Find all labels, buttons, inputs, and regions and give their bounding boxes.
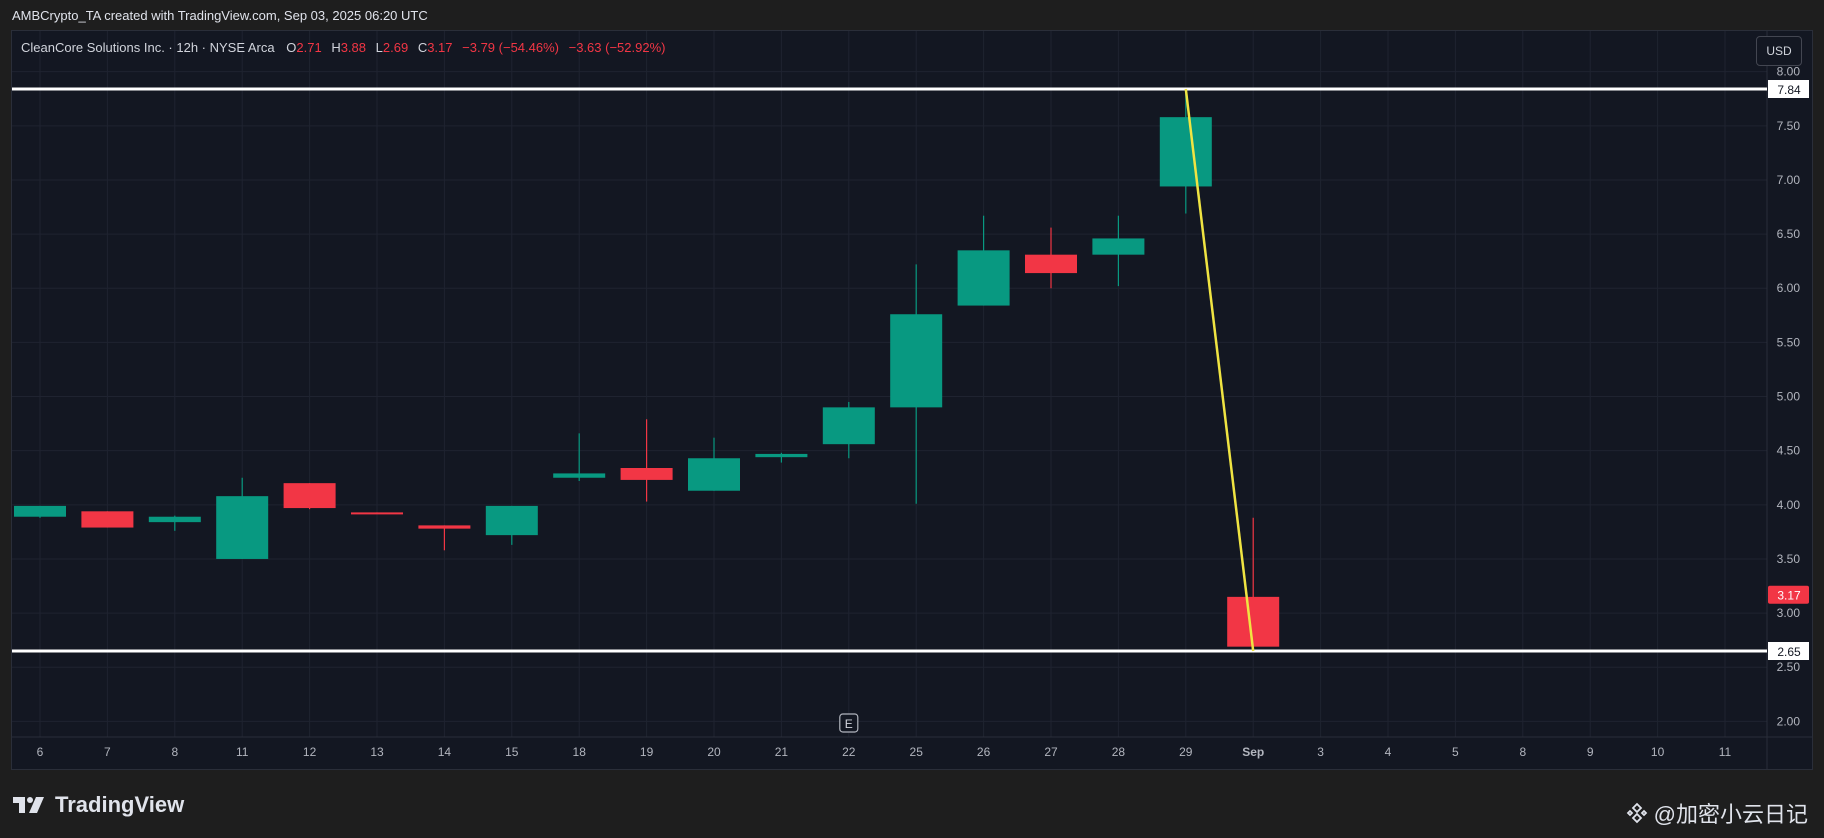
symbol-legend: CleanCore Solutions Inc. · 12h · NYSE Ar… xyxy=(21,40,665,55)
binance-logo-icon xyxy=(1626,802,1647,824)
time-tick-label: 9 xyxy=(1587,745,1594,759)
time-tick-label: Sep xyxy=(1242,745,1264,759)
high-label: H xyxy=(331,40,341,55)
candle-up xyxy=(14,505,66,517)
source-watermark: @加密小云日记 xyxy=(1626,797,1808,829)
low-value: 2.69 xyxy=(382,40,409,55)
close-label: C xyxy=(417,40,428,55)
tradingview-logo[interactable]: TradingView xyxy=(13,792,184,818)
time-tick-label: 18 xyxy=(573,745,587,759)
time-tick-label: 10 xyxy=(1651,745,1665,759)
candle-down xyxy=(1025,254,1077,274)
time-tick-label: 19 xyxy=(640,745,654,759)
low-label: L xyxy=(375,40,383,55)
high-value: 3.88 xyxy=(340,40,367,55)
last-price-label: 3.17 xyxy=(1777,589,1801,603)
price-tick-label: 6.00 xyxy=(1777,281,1801,295)
change-value-2: −3.63 (−52.92%) xyxy=(568,40,666,55)
candle-up xyxy=(1159,117,1212,187)
candle-down xyxy=(620,467,673,480)
close-value: 3.17 xyxy=(427,40,453,55)
candle-down xyxy=(81,511,134,528)
time-tick-label: 4 xyxy=(1385,745,1392,759)
change-value: −3.79 (−54.46%) xyxy=(462,40,559,55)
time-tick-label: 15 xyxy=(505,745,519,759)
time-tick-label: 26 xyxy=(977,745,991,759)
candle-up xyxy=(148,516,201,523)
candle-down xyxy=(283,483,336,509)
price-tick-label: 4.50 xyxy=(1777,444,1801,458)
time-tick-label: 7 xyxy=(104,745,111,759)
price-tick-label: 7.50 xyxy=(1777,119,1801,133)
time-tick-label: 8 xyxy=(171,745,178,759)
time-tick-label: 29 xyxy=(1179,745,1193,759)
price-tick-label: 6.50 xyxy=(1777,227,1801,241)
price-tick-label: 5.00 xyxy=(1777,390,1801,404)
time-tick-label: 14 xyxy=(438,745,452,759)
time-tick-label: 22 xyxy=(842,745,856,759)
time-tick-label: 11 xyxy=(236,745,249,759)
time-tick-label: 12 xyxy=(303,745,317,759)
candle-up xyxy=(890,314,943,408)
price-tick-label: 8.00 xyxy=(1777,65,1801,79)
last-price-tag xyxy=(1768,585,1809,604)
time-tick-label: 6 xyxy=(37,745,44,759)
price-tick-label: 2.00 xyxy=(1777,714,1801,728)
price-tick-label: 3.50 xyxy=(1777,552,1801,566)
price-tick-label: 3.00 xyxy=(1777,606,1801,620)
price-level-tag xyxy=(1768,80,1809,98)
price-tick-label: 4.00 xyxy=(1777,498,1801,512)
trend-line xyxy=(1184,88,1255,652)
time-tick-label: 13 xyxy=(370,745,384,759)
candle-up xyxy=(957,250,1010,306)
candle-up xyxy=(755,453,808,458)
tradingview-logo-icon xyxy=(13,797,44,813)
price-level-tag xyxy=(1768,642,1809,660)
candle-up xyxy=(553,473,606,478)
candle-up xyxy=(822,407,875,445)
candle-up xyxy=(485,505,538,536)
price-level-label: 2.65 xyxy=(1777,645,1801,659)
tradingview-logo-text: TradingView xyxy=(55,792,185,817)
candle-up xyxy=(688,458,740,491)
candle-up xyxy=(216,496,269,559)
time-tick-label: 3 xyxy=(1317,745,1324,759)
price-tick-label: 2.50 xyxy=(1777,660,1801,674)
time-tick-label: 11 xyxy=(1719,745,1732,759)
candle-down xyxy=(1227,596,1280,647)
time-tick-label: 28 xyxy=(1112,745,1126,759)
price-tick-label: 7.00 xyxy=(1777,173,1801,187)
time-tick-label: 5 xyxy=(1452,745,1459,759)
time-tick-label: 27 xyxy=(1044,745,1058,759)
candlestick-chart[interactable]: 7.84 2.65 2.00 2.50 3.00 3.50 4.00 4.50 5.00 5.50… xyxy=(12,31,1812,769)
time-tick-label: 21 xyxy=(775,745,789,759)
candle-down xyxy=(351,512,403,515)
created-by-line: AMBCrypto_TA created with TradingView.co… xyxy=(12,8,428,23)
time-tick-label: 8 xyxy=(1519,745,1526,759)
watermark-text: @加密小云日记 xyxy=(1653,802,1808,827)
chart-panel[interactable]: 7.84 2.65 2.00 2.50 3.00 3.50 4.00 4.50 5.00 5.50… xyxy=(11,30,1813,770)
earnings-event-label: E xyxy=(845,717,853,731)
open-value: 2.71 xyxy=(296,40,322,55)
time-tick-label: 25 xyxy=(910,745,924,759)
symbol-name: CleanCore Solutions Inc. · 12h · NYSE Ar… xyxy=(21,40,275,55)
open-label: O xyxy=(286,40,297,55)
price-level-label: 7.84 xyxy=(1777,83,1801,97)
price-tick-label: 5.50 xyxy=(1777,335,1801,349)
earnings-event-marker xyxy=(839,713,859,733)
currency-button[interactable]: USD xyxy=(1756,36,1802,66)
time-tick-label: 20 xyxy=(707,745,721,759)
candle-down xyxy=(418,525,471,529)
candle-up xyxy=(1092,238,1145,255)
